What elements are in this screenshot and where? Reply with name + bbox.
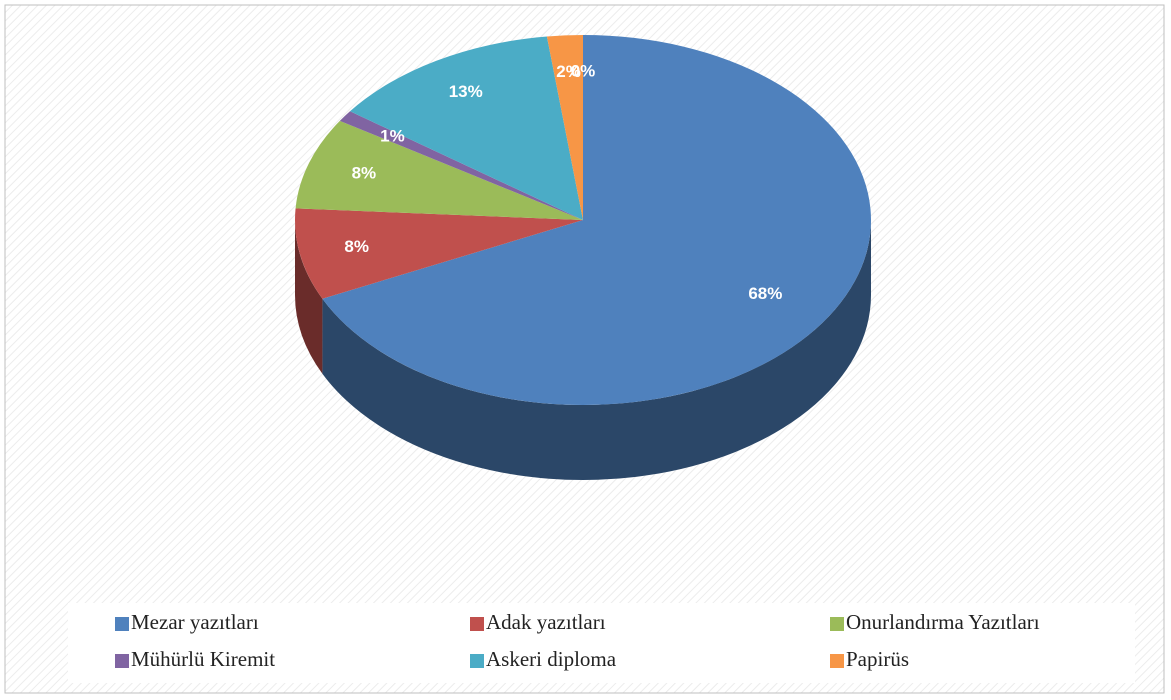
legend-label: Papirüs (846, 647, 909, 671)
slice (546, 35, 583, 220)
legend-swatch (470, 654, 484, 668)
legend-label: Adak yazıtları (486, 610, 606, 634)
data-label: 2% (556, 62, 581, 81)
legend-label: Mühürlü Kiremit (131, 647, 275, 671)
legend-swatch (115, 654, 129, 668)
data-label: 8% (352, 164, 377, 183)
slice-side (322, 220, 872, 480)
slice-side (295, 220, 323, 374)
slice (322, 35, 872, 405)
slice (350, 36, 583, 221)
legend-swatch (830, 654, 844, 668)
data-label: 13% (449, 82, 483, 101)
data-label: 68% (748, 284, 782, 303)
legend-swatch (470, 617, 484, 631)
slice (295, 208, 583, 299)
legend-swatch (115, 617, 129, 631)
legend-swatch (830, 617, 844, 631)
legend-label: Askeri diploma (486, 647, 617, 671)
data-label: 8% (344, 237, 369, 256)
data-label: 1% (380, 126, 405, 145)
data-label: 0% (571, 61, 596, 80)
slice (339, 111, 583, 220)
slice (295, 120, 583, 220)
legend: Mezar yazıtları Adak yazıtları Onurlandırm… (115, 610, 1040, 671)
pie: 68%8%8%1%13%2%0% (295, 35, 872, 480)
legend-label: Mezar yazıtları (131, 610, 259, 634)
legend-label: Onurlandırma Yazıtları (846, 610, 1040, 634)
legend-box (68, 603, 1135, 683)
